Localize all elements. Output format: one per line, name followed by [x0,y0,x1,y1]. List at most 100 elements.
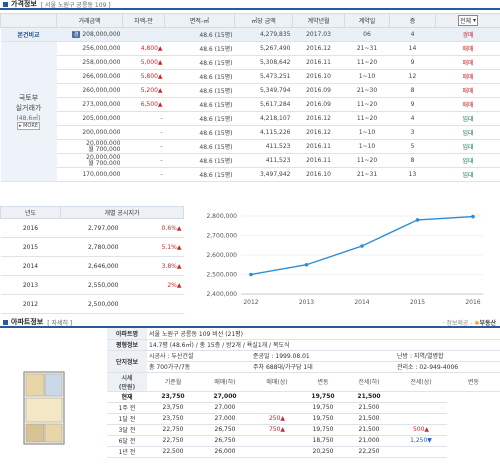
section-bullet-icon [3,319,8,325]
price-diff: 6,500▲ [122,97,165,112]
price-unit-price: 5,267,490 [234,41,293,56]
gonsi-change: 3.8%▲ [120,256,184,276]
gonsi-line-chart: 2,800,000 2,700,000 2,600,000 2,500,000 2,40… [206,213,483,306]
header-unit-price: ㎡당 금액 [234,13,293,28]
molit-label-cell: 국토부 실거래가 (48.6㎡) ▸ MORE [0,41,57,182]
apt-col-sale-low: 매매(하) [199,372,251,392]
apt-jeonse-high: 21,000 [343,435,395,447]
price-type: 임대 [435,167,500,182]
apt-price-row: 3달 전 22,750 26,750 750▲ 19,750 21,500 500▲ [107,424,500,436]
header-price: 거래금액 [56,13,123,28]
more-button[interactable]: ▸ MORE [17,122,40,130]
price-month: 2016.11 [292,153,345,168]
price-diff: - [122,153,165,168]
data-point [415,218,420,222]
header-blank [0,13,57,28]
price-row: 273,000,000 6,500▲ 48.6 (15평) 5,617,284 2016… [1,97,500,112]
price-row: 200,000,000-48.6 (15평) 4,115,226 2016.12 1~… [1,125,500,140]
price-row: 266,000,000 5,800▲ 48.6 (15평) 5,473,251 2016… [1,69,500,84]
price-price: 170,000,000 [56,167,123,182]
price-month: 2016.12 [292,125,345,140]
price-area: 48.6 (15평) [164,153,235,168]
gonsi-year: 2016 [0,218,61,238]
apt-sale-high: 27,000 [199,391,251,403]
price-floor: 9 [389,55,436,70]
gonsi-year: 2013 [0,275,61,295]
apt-jeonse-change [395,402,447,414]
apt-sale-low: 23,750 [147,402,199,414]
apt-units: 총 700가구/7동 [147,361,251,373]
apt-jeonse-low: 19,750 [303,413,343,425]
price-row: 20,000,000 월 700,000-48.6 (15평) 411,523 20… [1,139,500,154]
price-row: 20,000,000 월 700,000-48.6 (15평) 411,523 20… [1,153,500,168]
price-floor: 13 [389,167,436,182]
gonsi-row: 2012 2,500,000 [0,294,184,314]
header-area: 면적-㎡ [164,13,235,28]
data-point [249,272,253,277]
apt-heating: 난방 : 지역/열병합 [395,350,500,362]
apt-month: 현재 [107,391,147,403]
apt-sale-change [251,402,303,414]
price-price: 266,000,000 [56,69,123,84]
section-bullet-icon [3,1,8,7]
apt-sale-high: 27,000 [199,413,251,425]
apt-jeonse-low: 18,750 [303,435,343,447]
y-tick-label: 2,500,000 [206,272,237,279]
header-contract-month: 계약년월 [292,13,345,28]
apt-sale-low: 22,750 [147,424,199,436]
chevron-down-icon: ▾ [473,17,477,24]
price-unit-price: 4,115,226 [234,125,293,140]
price-diff: 5,000▲ [122,55,165,70]
y-tick-label: 2,600,000 [206,252,237,259]
gonsi-change: 0.6%▲ [120,218,184,238]
price-unit-price: 411,523 [234,139,293,154]
apt-jeonse-change [395,446,447,458]
price-day: 21~31 [344,167,390,182]
apt-detail-link[interactable]: [ 자세히 ] [47,319,73,327]
gonsi-row: 2016 2,797,000 0.6%▲ [0,218,184,238]
price-month: 2016.12 [292,41,345,56]
price-day: 1~10 [344,125,390,140]
price-area: 48.6 (15평) [164,69,235,84]
gonsi-price: 2,550,000 [60,275,121,295]
price-day: 11~20 [344,153,390,168]
apt-jeonse-high: 22,250 [343,446,395,458]
apt-sale-high: 27,000 [199,402,251,414]
gonsi-price: 2,500,000 [60,294,121,314]
apt-sale-low: 23,750 [147,391,199,403]
base-compare-row: 본건비교 경 208,000,000 48.6 (15평) 4,279,835 2… [0,27,500,42]
apt-jeonse-high: 21,500 [343,424,395,436]
base-month: 2017.03 [292,27,345,42]
price-floor: 12 [389,69,436,84]
price-floor: 4 [389,111,436,126]
price-price: 200,000,000 [56,125,123,140]
type-select-value: 전체 [459,18,472,25]
gonsi-section: 년도 개별 공시지가 2016 2,797,000 0.6%▲ 2015 2,780,0… [0,206,500,316]
price-area: 48.6 (15평) [164,97,235,112]
base-diff [122,27,165,42]
apt-section-title: 아파트정보 [11,318,44,326]
price-type: 매매 [435,55,500,70]
apt-jeonse-low: 19,750 [303,402,343,414]
apt-price-row: 1년 전 22,500 26,000 20,250 22,250 [107,446,500,458]
price-area: 48.6 (15평) [164,139,235,154]
price-area: 48.6 (15평) [164,55,235,70]
credit-brand: 부동산 [479,319,496,327]
header-floor: 층 [389,13,436,28]
apt-sale-change: 750▲ [251,424,303,436]
apt-jeonse-change [395,391,447,403]
price-month: 2016.09 [292,97,345,112]
auction-tag-icon: 경 [71,31,81,38]
price-section: 가격정보 [ 서울 노원구 공릉동 109 ] 거래금액 차액-만 면적-㎡ ㎡… [0,0,500,182]
apt-complex-label: 단지정보 [107,350,147,373]
credit-label: · 정보제공 - [442,319,475,327]
price-floor: 9 [389,97,436,112]
header-type-select[interactable]: 전체 ▾ [435,13,500,28]
apt-name-label: 아파트명 [107,328,147,340]
price-month: 2016.11 [292,55,345,70]
price-floor: 3 [389,125,436,140]
price-row: 국토부 실거래가 (48.6㎡) ▸ MORE 256,000,000 4,800▲ 48… [0,41,500,182]
type-select[interactable]: 전체 ▾ [457,15,479,26]
price-row: 260,000,000 5,200▲ 48.6 (15평) 5,349,794 2016… [1,83,500,98]
gonsi-table: 년도 개별 공시지가 2016 2,797,000 0.6%▲ 2015 2,780,0… [0,206,184,314]
